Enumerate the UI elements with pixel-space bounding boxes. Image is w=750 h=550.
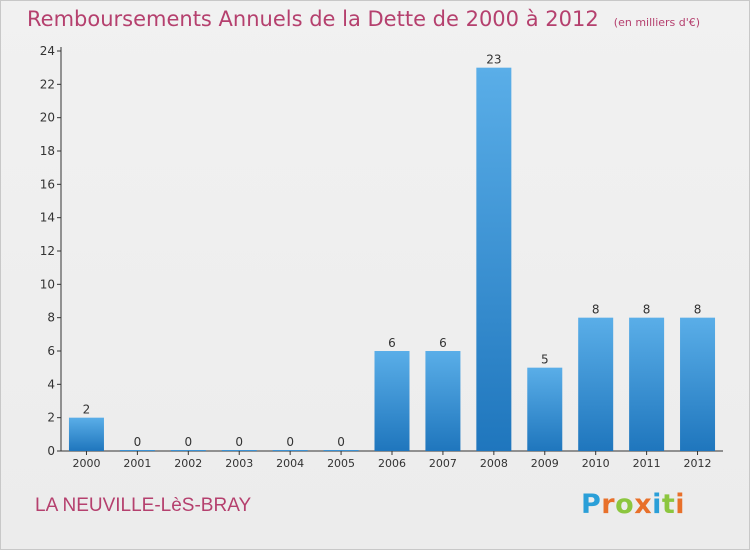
bar-2004 xyxy=(272,450,308,451)
bar-value-label: 6 xyxy=(388,336,396,350)
bar-2010 xyxy=(578,317,614,451)
chart-bars xyxy=(68,67,716,452)
bar-2005 xyxy=(323,450,359,451)
logo-letter: o xyxy=(615,489,635,520)
x-tick-label: 2012 xyxy=(684,457,712,470)
x-tick-label: 2007 xyxy=(429,457,457,470)
y-tick-label: 20 xyxy=(40,111,55,125)
y-tick-label: 6 xyxy=(47,344,55,358)
logo-letter: x xyxy=(634,489,653,520)
x-tick-label: 2002 xyxy=(174,457,202,470)
x-tick-label: 2005 xyxy=(327,457,355,470)
y-tick-label: 4 xyxy=(47,377,55,391)
bar-2000 xyxy=(68,417,104,451)
logo-letter: t xyxy=(661,489,676,520)
bar-value-label: 0 xyxy=(235,435,243,449)
bar-value-label: 5 xyxy=(541,353,549,367)
bar-2006 xyxy=(374,351,410,451)
x-tick-label: 2006 xyxy=(378,457,406,470)
bar-value-label: 6 xyxy=(439,336,447,350)
x-tick-label: 2010 xyxy=(582,457,610,470)
logo-letter: P xyxy=(581,489,602,520)
y-tick-label: 2 xyxy=(47,411,55,425)
x-tick-label: 2001 xyxy=(123,457,151,470)
logo-letter: r xyxy=(601,489,616,520)
y-tick-label: 14 xyxy=(40,211,55,225)
x-tick-label: 2003 xyxy=(225,457,253,470)
chart-unit: (en milliers d'€) xyxy=(613,16,701,29)
bar-value-label: 0 xyxy=(337,435,345,449)
bar-value-label: 0 xyxy=(286,435,294,449)
y-tick-label: 18 xyxy=(40,144,55,158)
x-tick-label: 2000 xyxy=(72,457,100,470)
x-tick-label: 2009 xyxy=(531,457,559,470)
y-tick-label: 24 xyxy=(40,44,55,58)
logo-letter: i xyxy=(652,489,662,520)
bar-2001 xyxy=(119,450,155,451)
y-tick-label: 10 xyxy=(40,277,55,291)
bar-value-label: 2 xyxy=(83,403,91,417)
bar-value-label: 0 xyxy=(134,435,142,449)
commune-name: LA NEUVILLE-LèS-BRAY xyxy=(35,495,252,516)
bar-2008 xyxy=(476,67,512,452)
bar-2012 xyxy=(680,317,716,451)
chart-labels: 2 2000 0 2001 0 2002 0 2003 0 2004 0 2005 6 2006 6 2007… xyxy=(72,53,711,470)
y-tick-label: 12 xyxy=(40,244,55,258)
bar-value-label: 23 xyxy=(486,53,501,67)
bar-value-label: 8 xyxy=(592,303,600,317)
chart-title: Remboursements Annuels de la Dette de 20… xyxy=(27,7,599,31)
bar-2003 xyxy=(221,450,257,451)
bar-value-label: 8 xyxy=(643,303,651,317)
y-tick-label: 22 xyxy=(40,77,55,91)
proxiti-logo[interactable]: Proxiti xyxy=(581,489,685,520)
x-tick-label: 2008 xyxy=(480,457,508,470)
y-tick-label: 8 xyxy=(47,311,55,325)
bar-value-label: 0 xyxy=(184,435,192,449)
bar-2007 xyxy=(425,351,461,451)
x-tick-label: 2004 xyxy=(276,457,304,470)
logo-letter: i xyxy=(675,489,686,520)
bar-2011 xyxy=(629,317,665,451)
y-tick-label: 16 xyxy=(40,177,55,191)
y-tick-label: 0 xyxy=(47,444,55,458)
bar-2009 xyxy=(527,367,563,451)
chart-title-row: Remboursements Annuels de la Dette de 20… xyxy=(27,7,700,31)
x-tick-label: 2011 xyxy=(633,457,661,470)
bar-value-label: 8 xyxy=(694,303,702,317)
bar-2002 xyxy=(170,450,206,451)
